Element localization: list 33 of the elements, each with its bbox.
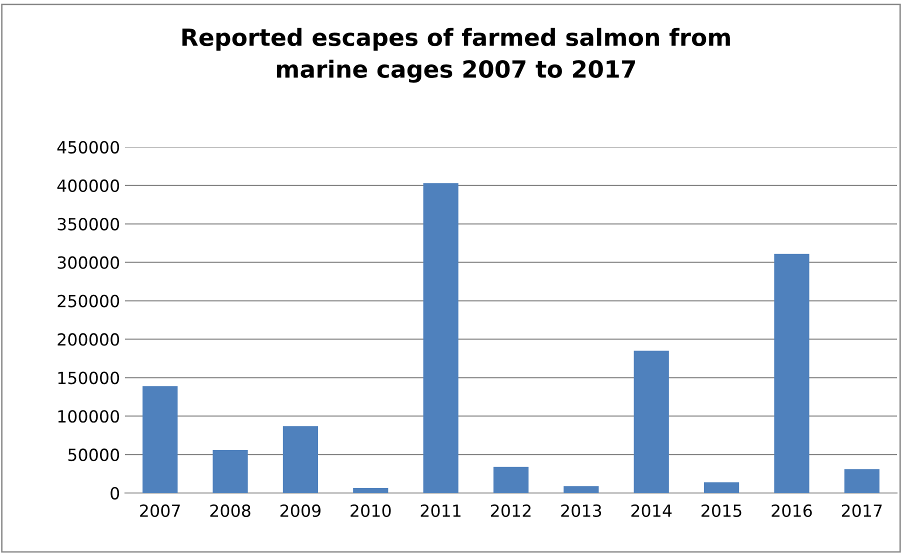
bar [493,466,529,493]
bar [564,486,599,493]
x-tick-label: 2015 [702,504,742,518]
y-tick-label: 100000 [58,410,120,423]
bar [704,482,740,493]
x-tick-label: 2010 [350,504,391,518]
bar [423,183,458,493]
y-tick-label: 400000 [57,179,120,192]
bar [353,488,388,493]
chart-title: Reported escapes of farmed salmon from marine cages 2007 to 2017 [182,28,730,83]
x-tick-label: 2011 [420,504,460,518]
y-tick-label: 50000 [68,448,120,462]
bar [634,350,669,493]
x-tick-label: 2016 [772,504,812,518]
y-tick-label: 300000 [58,256,120,269]
y-tick-label: 350000 [58,218,120,230]
y-tick-label: 250000 [58,294,120,308]
x-tick-label: 2013 [561,504,602,518]
x-tick-label: 2017 [842,504,882,518]
bar [282,426,318,493]
y-tick-label: 0 [110,486,120,500]
bar [142,386,178,493]
bar [212,450,248,493]
x-tick-label: 2008 [210,504,250,518]
y-tick-label: 450000 [57,140,120,154]
y-tick-label: 150000 [58,372,120,384]
x-tick-label: 2009 [280,504,320,518]
x-tick-label: 2012 [491,504,531,518]
bar [774,254,810,493]
bar [844,469,880,493]
y-tick-label: 200000 [58,333,120,346]
x-tick-label: 2014 [631,504,672,518]
x-tick-label: 2007 [140,504,180,518]
